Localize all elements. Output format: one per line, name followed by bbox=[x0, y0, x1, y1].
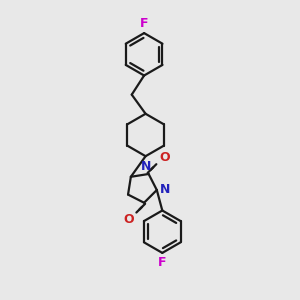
Text: N: N bbox=[160, 183, 171, 196]
Text: N: N bbox=[140, 160, 151, 173]
Text: F: F bbox=[158, 256, 166, 269]
Text: O: O bbox=[123, 213, 134, 226]
Text: O: O bbox=[159, 151, 170, 164]
Text: F: F bbox=[140, 16, 148, 30]
